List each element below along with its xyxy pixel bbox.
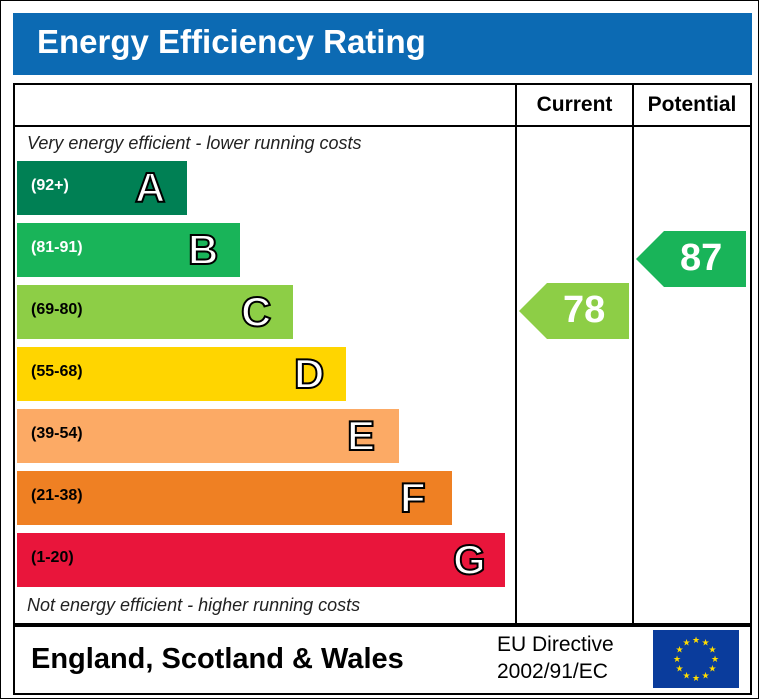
band-a: (92+) A bbox=[17, 161, 187, 215]
band-letter-c: C bbox=[240, 287, 272, 336]
svg-text:★: ★ bbox=[676, 646, 684, 656]
band-range-f: (21-38) bbox=[31, 487, 83, 504]
rating-table: Current Potential Very energy efficient … bbox=[13, 83, 752, 625]
current-column-divider bbox=[515, 85, 517, 623]
eu-directive-line1: EU Directive bbox=[497, 633, 614, 656]
current-rating-arrow-value: 78 bbox=[563, 289, 606, 331]
svg-text:★: ★ bbox=[711, 655, 719, 665]
current-header: Current bbox=[536, 93, 613, 116]
current-rating-arrow: 78 bbox=[519, 283, 629, 339]
band-letter-f: F bbox=[399, 473, 427, 522]
svg-text:★: ★ bbox=[708, 646, 716, 656]
band-range-a: (92+) bbox=[31, 177, 69, 194]
eu-flag-icon: ★ ★ ★ ★ ★ ★ ★ ★ ★ ★ ★ ★ bbox=[653, 630, 739, 688]
potential-column-divider bbox=[632, 85, 634, 623]
band-range-c: (69-80) bbox=[31, 301, 83, 318]
band-range-b: (81-91) bbox=[31, 239, 83, 256]
band-range-d: (55-68) bbox=[31, 363, 83, 380]
svg-text:★: ★ bbox=[692, 636, 700, 646]
title-bar: Energy Efficiency Rating bbox=[13, 13, 752, 75]
eu-directive-line2: 2002/91/EC bbox=[497, 660, 608, 683]
top-caption: Very energy efficient - lower running co… bbox=[27, 133, 362, 153]
bottom-caption: Not energy efficient - higher running co… bbox=[27, 595, 361, 615]
footer: England, Scotland & Wales EU Directive 2… bbox=[13, 625, 752, 695]
band-letter-e: E bbox=[346, 411, 376, 460]
band-range-g: (1-20) bbox=[31, 549, 74, 566]
potential-header: Potential bbox=[647, 93, 737, 116]
svg-text:★: ★ bbox=[676, 665, 684, 675]
footer-region: England, Scotland & Wales bbox=[31, 643, 404, 675]
svg-text:★: ★ bbox=[673, 655, 681, 665]
svg-text:★: ★ bbox=[682, 639, 690, 649]
svg-text:★: ★ bbox=[701, 639, 709, 649]
chart-title: Energy Efficiency Rating bbox=[37, 23, 426, 60]
band-letter-g: G bbox=[452, 535, 487, 584]
band-e: (39-54) E bbox=[17, 409, 399, 463]
svg-text:★: ★ bbox=[708, 665, 716, 675]
potential-rating-arrow-value: 87 bbox=[680, 236, 723, 279]
band-letter-a: A bbox=[134, 163, 166, 212]
potential-rating-arrow: 87 bbox=[636, 230, 746, 287]
header-divider bbox=[15, 125, 750, 127]
svg-text:★: ★ bbox=[701, 671, 709, 681]
band-range-e: (39-54) bbox=[31, 425, 83, 442]
eu-directive: EU Directive 2002/91/EC bbox=[497, 631, 614, 685]
band-b: (81-91) B bbox=[17, 223, 240, 277]
band-letter-b: B bbox=[187, 225, 219, 274]
band-g: (1-20) G bbox=[17, 533, 505, 587]
svg-text:★: ★ bbox=[682, 671, 690, 681]
band-c: (69-80) C bbox=[17, 285, 293, 339]
band-f: (21-38) F bbox=[17, 471, 452, 525]
band-d: (55-68) D bbox=[17, 347, 346, 401]
band-letter-d: D bbox=[293, 349, 325, 398]
svg-text:★: ★ bbox=[692, 674, 700, 684]
